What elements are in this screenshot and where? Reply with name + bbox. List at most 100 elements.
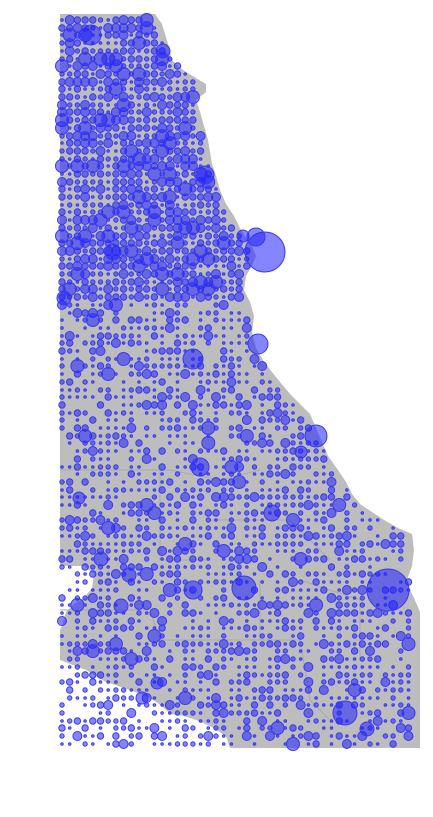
location-marker xyxy=(151,117,158,123)
marker-layer xyxy=(55,13,416,751)
location-marker xyxy=(166,493,174,501)
location-marker xyxy=(75,349,80,353)
location-marker xyxy=(114,472,118,476)
location-marker xyxy=(241,731,252,741)
location-marker xyxy=(66,478,74,486)
location-marker xyxy=(383,557,388,561)
location-marker xyxy=(104,578,112,586)
location-marker xyxy=(175,465,180,469)
location-marker xyxy=(235,424,243,432)
location-marker xyxy=(218,639,229,649)
location-marker xyxy=(313,718,319,724)
location-marker xyxy=(244,525,250,531)
location-marker xyxy=(189,116,197,124)
location-marker xyxy=(183,719,187,723)
location-marker xyxy=(375,518,380,522)
location-marker xyxy=(352,742,357,746)
location-marker xyxy=(221,457,226,461)
location-marker xyxy=(351,502,358,508)
location-marker xyxy=(106,572,110,576)
location-marker xyxy=(203,331,214,341)
location-marker xyxy=(359,541,365,547)
location-marker xyxy=(191,649,195,653)
location-marker xyxy=(275,549,280,553)
location-marker xyxy=(229,703,234,707)
location-marker xyxy=(290,656,296,662)
location-marker xyxy=(212,509,220,517)
location-marker xyxy=(227,293,236,301)
location-marker xyxy=(328,648,335,654)
location-marker xyxy=(83,696,87,700)
location-marker xyxy=(313,556,319,562)
location-marker xyxy=(67,411,72,415)
location-marker xyxy=(334,654,345,664)
location-marker xyxy=(151,325,158,331)
location-marker xyxy=(91,72,95,76)
location-marker xyxy=(236,356,242,362)
location-marker xyxy=(64,246,75,256)
location-marker xyxy=(91,734,95,738)
location-marker xyxy=(206,388,211,392)
location-marker xyxy=(66,378,74,386)
location-marker xyxy=(282,494,288,500)
location-marker xyxy=(281,624,289,632)
location-marker xyxy=(82,294,88,300)
location-marker xyxy=(73,208,82,216)
location-marker xyxy=(234,269,245,279)
location-marker xyxy=(112,432,120,440)
location-marker xyxy=(275,734,280,738)
location-marker xyxy=(144,611,149,615)
location-marker xyxy=(89,347,97,355)
location-marker xyxy=(127,509,136,517)
location-marker xyxy=(158,594,166,602)
location-marker xyxy=(198,411,203,415)
location-marker xyxy=(83,572,87,576)
location-marker xyxy=(83,395,87,399)
location-marker xyxy=(60,611,64,615)
location-marker xyxy=(90,564,96,570)
location-marker xyxy=(313,548,319,554)
location-marker xyxy=(98,711,103,715)
location-marker xyxy=(98,634,103,638)
location-marker xyxy=(327,524,336,532)
location-marker xyxy=(282,425,288,431)
location-marker xyxy=(113,271,119,277)
location-marker xyxy=(218,616,229,626)
location-marker xyxy=(113,156,119,162)
location-marker xyxy=(229,318,234,322)
location-marker xyxy=(85,313,100,327)
location-marker xyxy=(98,457,103,461)
location-marker xyxy=(135,563,143,571)
location-marker xyxy=(182,410,188,416)
location-marker xyxy=(73,224,82,232)
location-marker xyxy=(343,640,351,648)
location-marker xyxy=(60,326,64,330)
location-marker xyxy=(220,701,228,709)
location-marker xyxy=(195,131,206,141)
location-marker xyxy=(313,471,319,477)
location-marker xyxy=(205,648,212,654)
location-marker xyxy=(67,126,72,130)
location-marker xyxy=(245,665,249,669)
location-marker xyxy=(281,524,289,532)
location-marker xyxy=(191,526,195,530)
location-marker xyxy=(106,449,110,453)
location-marker xyxy=(159,502,165,508)
location-marker xyxy=(189,185,197,193)
location-marker xyxy=(213,417,219,423)
location-marker xyxy=(160,703,164,707)
location-marker xyxy=(268,665,272,669)
location-marker xyxy=(344,672,350,678)
location-marker xyxy=(214,603,218,607)
location-marker xyxy=(243,547,251,555)
location-marker xyxy=(204,532,213,540)
location-marker xyxy=(118,438,129,448)
location-marker xyxy=(106,688,110,692)
location-marker xyxy=(306,526,311,530)
location-marker xyxy=(106,341,110,345)
location-marker xyxy=(151,248,158,254)
location-marker xyxy=(75,318,80,322)
location-marker xyxy=(375,626,380,630)
location-marker xyxy=(375,556,381,562)
location-marker xyxy=(306,596,311,600)
